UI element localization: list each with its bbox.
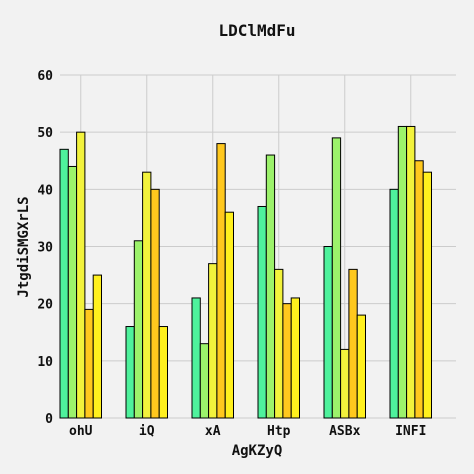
x-axis-label: AgKZyQ <box>232 443 283 459</box>
bar-ASBx-s5 <box>356 314 367 419</box>
x-tick-labels: ohU iQ xA Htp ASBx INFI <box>69 424 426 439</box>
bar-ohU-s4 <box>84 308 94 419</box>
bar-INFI-s5 <box>422 171 433 419</box>
bar-ASBx-s2 <box>331 137 342 419</box>
bar-ohU-s1 <box>59 148 69 419</box>
y-tick-label: 60 <box>37 69 53 84</box>
bar-iQ-s1 <box>125 326 135 419</box>
bars <box>59 125 433 419</box>
x-tick-label: Htp <box>267 424 291 439</box>
bar-ASBx-s1 <box>323 246 333 419</box>
y-tick-label: 30 <box>37 241 53 256</box>
bar-xA-s2 <box>199 343 210 419</box>
bar-Htp-s1 <box>257 205 267 419</box>
bar-xA-s5 <box>224 211 234 419</box>
chart-title: LDClMdFu <box>218 21 295 40</box>
x-tick-label: ohU <box>69 424 93 439</box>
y-tick-label: 50 <box>37 126 53 141</box>
bar-Htp-s2 <box>265 154 276 419</box>
y-tick-label: 40 <box>37 183 53 198</box>
bar-Htp-s3 <box>274 268 284 419</box>
bar-ohU-s5 <box>92 274 102 419</box>
bar-INFI-s3 <box>406 125 416 419</box>
bar-ASBx-s3 <box>340 348 350 419</box>
bar-xA-s1 <box>191 297 201 419</box>
x-tick-label: xA <box>205 424 221 439</box>
y-tick-label: 20 <box>37 298 53 313</box>
y-axis-label: JtgdiSMGXrLS <box>16 196 32 297</box>
bar-ohU-s3 <box>76 131 86 419</box>
x-tick-label: iQ <box>139 424 155 439</box>
bar-xA-s3 <box>208 263 218 419</box>
bar-INFI-s2 <box>397 125 408 419</box>
bar-ASBx-s4 <box>348 268 358 419</box>
bar-Htp-s4 <box>282 303 292 419</box>
bar-INFI-s1 <box>389 188 399 419</box>
x-tick-label: ASBx <box>329 424 360 439</box>
y-tick-label: 0 <box>45 412 53 427</box>
bar-iQ-s3 <box>142 171 152 419</box>
x-tick-label: INFI <box>395 424 426 439</box>
bar-xA-s4 <box>216 143 226 419</box>
bar-Htp-s5 <box>290 297 301 419</box>
bar-iQ-s5 <box>158 326 168 419</box>
y-tick-label: 10 <box>37 355 53 370</box>
bar-iQ-s4 <box>150 188 160 419</box>
y-tick-labels: 0 10 20 30 40 50 60 <box>37 69 53 427</box>
bar-INFI-s4 <box>414 160 424 419</box>
bar-ohU-s2 <box>67 165 78 419</box>
bar-iQ-s2 <box>133 240 144 419</box>
